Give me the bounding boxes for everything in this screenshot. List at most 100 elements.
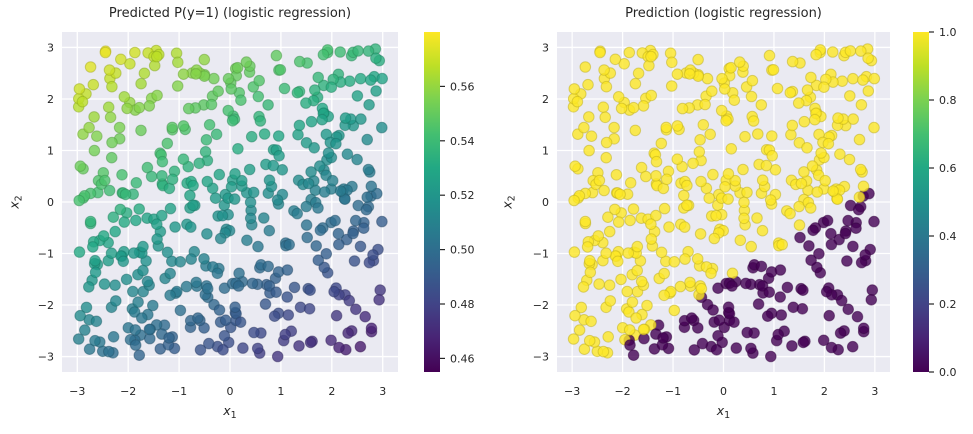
- scatter-point: [304, 336, 317, 349]
- scatter-point: [854, 163, 867, 176]
- scatter-point: [853, 133, 866, 146]
- scatter-point: [671, 153, 684, 165]
- y-tick-label: 3: [542, 41, 549, 54]
- scatter-point: [318, 186, 331, 198]
- scatter-point: [79, 324, 91, 336]
- scatter-point: [834, 148, 846, 160]
- scatter-point: [115, 53, 127, 66]
- scatter-point: [99, 174, 111, 187]
- colorbar: 0.46 0.48 0.50 0.52 0.54 0.56: [424, 32, 475, 372]
- x-tick-label: −2: [120, 385, 136, 398]
- scatter-point: [771, 82, 784, 95]
- scatter-point: [184, 189, 196, 202]
- y-tick-label: −2: [533, 299, 549, 312]
- scatter-point: [84, 215, 97, 228]
- scatter-point: [199, 146, 212, 158]
- scatter-point: [210, 128, 223, 141]
- scatter-point: [650, 209, 662, 222]
- scatter-point: [862, 52, 874, 65]
- scatter-point: [597, 345, 610, 358]
- scatter-point: [692, 53, 704, 66]
- scatter-point: [685, 312, 698, 324]
- scatter-point: [102, 101, 115, 113]
- scatter-point: [218, 330, 231, 342]
- scatter-point: [645, 233, 658, 245]
- scatter-point: [862, 85, 875, 97]
- scatter-point: [842, 214, 854, 227]
- scatter-point: [784, 207, 796, 220]
- scatter-point: [373, 294, 385, 306]
- scatter-point: [697, 119, 710, 131]
- scatter-point: [174, 304, 187, 317]
- scatter-point: [376, 121, 388, 134]
- scatter-point: [632, 67, 645, 80]
- scatter-point: [156, 209, 168, 222]
- scatter-point: [169, 221, 181, 233]
- scatter-point: [593, 174, 606, 187]
- scatter-point: [801, 142, 813, 154]
- scatter-point: [308, 142, 321, 154]
- right-plot-title: Prediction (logistic regression): [625, 6, 822, 21]
- scatter-point: [316, 113, 328, 126]
- scatter-point: [283, 238, 296, 251]
- x-tick-labels: −3 −2 −1 0 1 2 3: [564, 385, 878, 398]
- scatter-point: [172, 56, 184, 69]
- scatter-point: [365, 180, 378, 193]
- scatter-point: [106, 136, 118, 149]
- scatter-point: [679, 253, 691, 265]
- scatter-point: [764, 194, 777, 206]
- scatter-point: [314, 224, 327, 237]
- scatter-point: [291, 207, 304, 220]
- scatter-point: [569, 309, 581, 322]
- scatter-point: [117, 255, 130, 268]
- scatter-point: [645, 218, 657, 230]
- scatter-point: [674, 280, 687, 293]
- scatter-point: [341, 148, 354, 160]
- scatter-point: [666, 56, 678, 69]
- scatter-point: [348, 255, 361, 267]
- scatter-point: [602, 331, 615, 343]
- scatter-point: [90, 315, 103, 328]
- scatter-point: [129, 324, 142, 336]
- scatter-point: [352, 45, 364, 57]
- colorbar-tick-label: 0.56: [450, 80, 475, 93]
- scatter-point: [741, 186, 753, 199]
- scatter-point: [127, 285, 139, 298]
- scatter-point: [705, 267, 717, 280]
- scatter-point: [720, 115, 732, 127]
- scatter-point: [730, 342, 743, 354]
- scatter-point: [786, 340, 798, 352]
- scatter-point: [629, 124, 642, 137]
- scatter-point: [203, 337, 215, 350]
- scatter-point: [710, 344, 723, 356]
- scatter-point: [262, 260, 275, 273]
- scatter-point: [600, 136, 613, 149]
- scatter-point: [725, 143, 738, 155]
- scatter-point: [370, 52, 382, 65]
- colorbar-tick-label: 0.46: [450, 352, 475, 365]
- scatter-point: [695, 175, 707, 188]
- scatter-point: [706, 85, 718, 97]
- scatter-point: [253, 74, 266, 87]
- scatter-point: [594, 46, 606, 59]
- scatter-point: [583, 144, 595, 157]
- scatter-point: [258, 128, 271, 140]
- scatter-point: [365, 322, 378, 335]
- scatter-point: [376, 215, 388, 228]
- scatter-point: [567, 333, 580, 345]
- scatter-point: [678, 221, 691, 233]
- x-tick-label: 2: [821, 385, 828, 398]
- scatter-point: [279, 328, 292, 341]
- scatter-point: [719, 181, 731, 193]
- scatter-point: [83, 281, 95, 293]
- scatter-point: [263, 174, 276, 186]
- scatter-point: [88, 144, 101, 157]
- scatter-point: [627, 101, 640, 114]
- scatter-point: [658, 267, 671, 280]
- y-tick-label: 0: [542, 196, 549, 209]
- scatter-point: [598, 64, 610, 76]
- scatter-point: [728, 316, 740, 329]
- scatter-point: [222, 72, 235, 85]
- scatter-point: [805, 254, 817, 267]
